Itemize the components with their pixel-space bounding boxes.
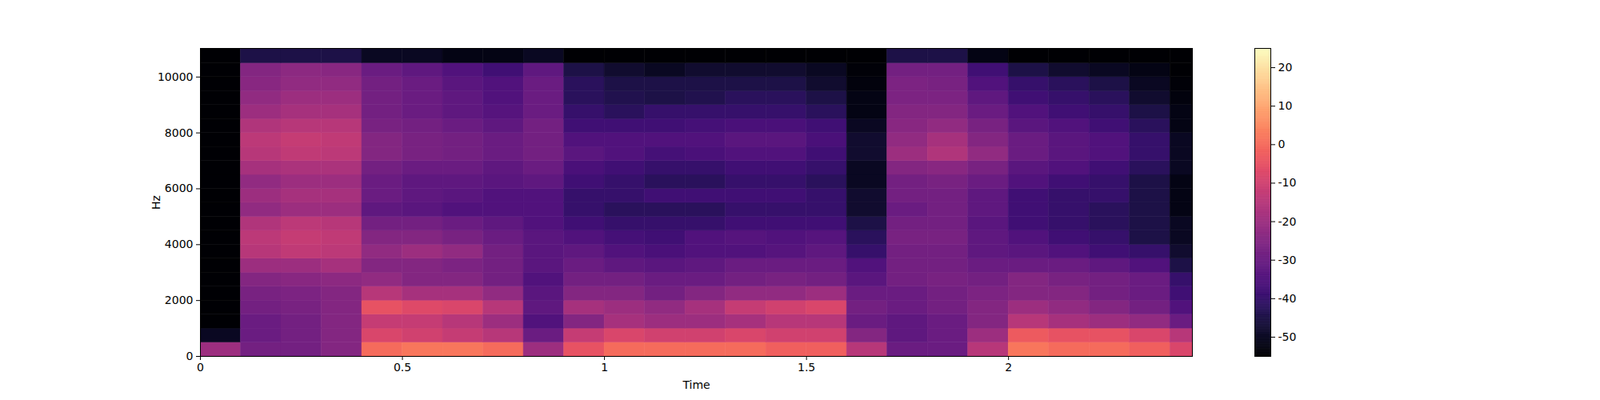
svg-text:2000: 2000 xyxy=(164,293,194,307)
svg-text:1.5: 1.5 xyxy=(797,360,816,374)
svg-text:10000: 10000 xyxy=(157,70,194,84)
svg-text:10: 10 xyxy=(1278,99,1293,112)
svg-text:-50: -50 xyxy=(1278,330,1297,344)
svg-text:20: 20 xyxy=(1278,60,1293,74)
svg-text:0: 0 xyxy=(186,349,194,363)
svg-text:0: 0 xyxy=(196,360,204,374)
svg-text:4000: 4000 xyxy=(164,237,194,251)
svg-text:-20: -20 xyxy=(1278,215,1297,228)
svg-text:Time: Time xyxy=(681,378,710,392)
svg-text:6000: 6000 xyxy=(164,181,194,195)
svg-text:1: 1 xyxy=(600,360,608,374)
svg-text:-30: -30 xyxy=(1278,253,1297,267)
svg-text:8000: 8000 xyxy=(164,126,194,140)
svg-text:0.5: 0.5 xyxy=(393,360,412,374)
svg-text:2: 2 xyxy=(1004,360,1012,374)
svg-text:-40: -40 xyxy=(1278,292,1297,305)
svg-text:Hz: Hz xyxy=(149,195,163,210)
svg-text:0: 0 xyxy=(1278,137,1286,151)
svg-text:-10: -10 xyxy=(1278,176,1297,189)
